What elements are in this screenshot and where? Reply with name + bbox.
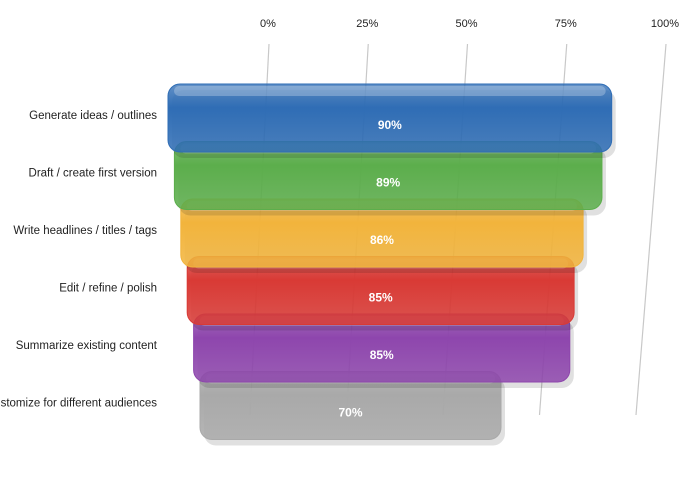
y-tick-label: Summarize existing content [16, 340, 158, 352]
y-tick-label: Edit / refine / polish [59, 283, 157, 295]
y-tick-label: Generate ideas / outlines [29, 110, 157, 122]
value-label: 85% [369, 291, 393, 305]
y-tick-label: Write headlines / titles / tags [13, 225, 157, 237]
bar-top [174, 86, 606, 96]
value-label: 90% [378, 118, 402, 132]
x-tick-label: 25% [356, 18, 378, 30]
x-tick-label: 0% [260, 18, 276, 30]
x-tick-label: 100% [651, 18, 679, 30]
bar [167, 83, 613, 153]
x-tick-label: 75% [555, 18, 577, 30]
value-label: 70% [338, 406, 362, 420]
value-label: 85% [370, 348, 394, 362]
y-tick-label: Draft / create first version [29, 168, 157, 180]
x-tick-label: 50% [455, 18, 477, 30]
value-label: 89% [376, 176, 400, 190]
value-label: 86% [370, 233, 394, 247]
y-tick-label: Customize for different audiences [0, 398, 157, 410]
grid-line [635, 43, 667, 416]
